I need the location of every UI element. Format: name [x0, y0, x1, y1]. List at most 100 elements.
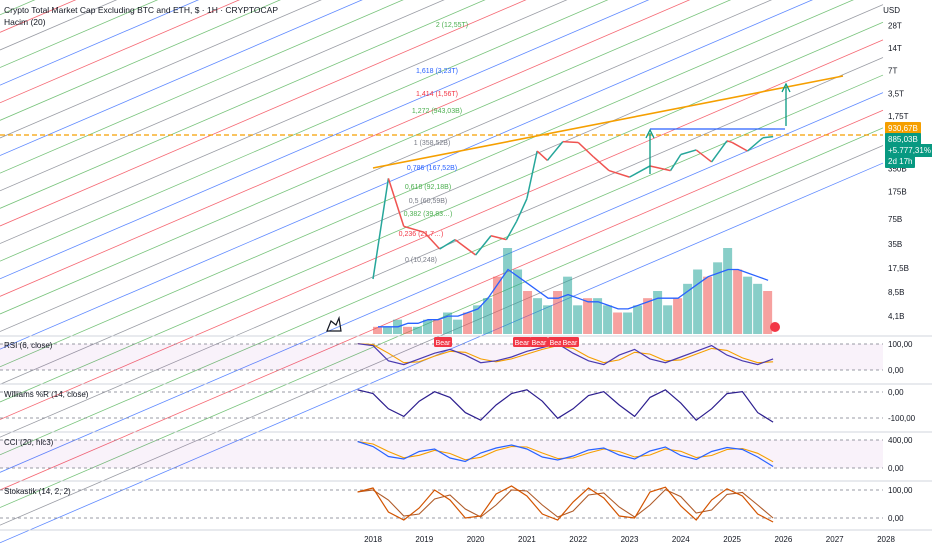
chart-title: Crypto Total Market Cap Excluding BTC an… — [4, 5, 278, 15]
volume-bar — [763, 291, 773, 334]
price-segment — [629, 165, 651, 178]
volume-bar — [403, 326, 413, 334]
price-segment — [546, 141, 564, 161]
volume-bar — [583, 298, 593, 334]
williams-pane-label: Williams %R (14, close) — [4, 390, 89, 399]
fib-line — [0, 21, 884, 403]
fib-line — [0, 145, 884, 526]
volume-bar — [723, 248, 733, 334]
volume-bar — [433, 319, 443, 334]
y-tick-label: 1,75T — [888, 112, 909, 121]
volume-bar — [383, 326, 393, 334]
y-tick-label: 14T — [888, 44, 902, 53]
change-value-tag: 885,03B — [885, 133, 921, 146]
fib-channel: 0 (10,248) 0,236 (21,7…) 0,382 (39,83…) 0,5… — [0, 0, 884, 544]
axis-labels: 28T 14T 7T 3,5T 1,75T 350B 175B 75B 35B 17,5B 8,5B… — [364, 21, 916, 544]
fib-line — [0, 0, 322, 139]
fib-line — [0, 109, 884, 491]
fib-line — [0, 0, 568, 244]
volume-bar — [653, 291, 663, 334]
fib-line — [0, 0, 813, 350]
resistance-trendline — [372, 75, 844, 169]
indicator-main-line — [357, 485, 774, 523]
fib-line — [0, 0, 445, 192]
price-segment — [608, 169, 630, 178]
price-segment — [731, 141, 748, 152]
price-segment — [475, 235, 492, 256]
bear-tag-bg — [434, 337, 452, 347]
pane-tick-label: 100,00 — [888, 486, 913, 495]
fib-level-label: 0 (10,248) — [405, 257, 437, 264]
bear-tag-label: Bear — [515, 340, 530, 347]
bear-tag-label: Bear — [532, 340, 547, 347]
volume-bar — [543, 305, 553, 334]
x-tick-label: 2025 — [723, 535, 741, 544]
volume-bar — [753, 283, 763, 334]
bear-tag-bg — [561, 337, 579, 347]
indicator-main-line — [357, 389, 774, 423]
volume-bar — [573, 305, 583, 334]
price-segment — [695, 149, 713, 163]
indicator-main-line — [357, 440, 774, 468]
indicator-band — [0, 344, 883, 370]
y-tick-label: 8,5B — [888, 288, 904, 297]
fib-line — [0, 0, 363, 156]
price-segment — [562, 140, 579, 144]
fib-line — [0, 0, 486, 209]
volume-bar — [693, 269, 703, 334]
price-segment — [423, 231, 441, 250]
cci-pane-label: CCI (20, hlc3) — [4, 438, 54, 447]
volume-bar — [673, 298, 683, 334]
fib-line — [0, 0, 609, 262]
x-tick-label: 2020 — [467, 535, 485, 544]
price-segment — [439, 238, 456, 250]
fib-line — [0, 0, 200, 86]
pane-tick-label: -100,00 — [888, 414, 916, 423]
x-tick-label: 2023 — [621, 535, 639, 544]
y-tick-label: 35B — [888, 240, 902, 249]
volume-ma-line — [378, 268, 769, 328]
y-tick-label: 4,1B — [888, 312, 904, 321]
price-series — [372, 135, 774, 280]
volume-bar — [603, 305, 613, 334]
indicator-main-line — [357, 343, 774, 366]
price-segment — [593, 156, 610, 172]
price-segment — [536, 150, 548, 161]
fib-line — [0, 4, 884, 385]
volume-bar — [503, 248, 513, 334]
price-segment — [762, 135, 774, 139]
volume-bar — [613, 312, 623, 334]
price-segment — [372, 178, 390, 280]
fib-line — [0, 0, 159, 68]
y-tick-label: 350B — [888, 165, 907, 174]
fib-line — [0, 0, 691, 297]
price-segment — [403, 225, 425, 234]
bear-tag-label: Bear — [436, 340, 451, 347]
price-segment — [669, 154, 682, 171]
volume-bars — [373, 248, 773, 334]
fib-level-label: 1,272 (943,03B) — [412, 108, 462, 115]
fib-line — [0, 127, 884, 508]
fib-line — [0, 39, 884, 420]
volume-bar — [663, 305, 673, 334]
y-tick-label: 175B — [888, 187, 907, 196]
volume-bar — [473, 305, 483, 334]
price-segment — [490, 235, 507, 241]
x-tick-label: 2019 — [415, 535, 433, 544]
price-segment — [387, 178, 405, 227]
volume-bar — [643, 298, 653, 334]
countdown-tag: 2d 17h — [885, 155, 916, 168]
price-segment — [526, 150, 538, 199]
fib-level-label: 0,618 (92,18B) — [405, 184, 451, 191]
volume-bar — [713, 262, 723, 334]
volume-bar — [553, 291, 563, 334]
bear-tag-label: Bear — [563, 340, 578, 347]
currency-label: USD — [883, 6, 900, 15]
volume-bar — [523, 291, 533, 334]
x-tick-label: 2028 — [877, 535, 895, 544]
fib-level-label: 2 (12,55T) — [436, 22, 468, 29]
change-percent-tag: +5.777,31% — [885, 144, 932, 157]
x-tick-label: 2021 — [518, 535, 536, 544]
